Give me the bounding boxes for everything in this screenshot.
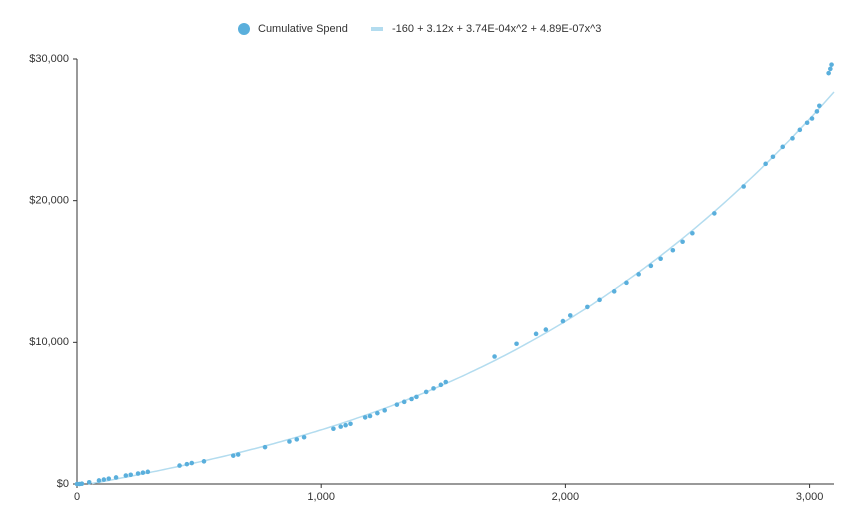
data-point [343,422,348,428]
data-point [670,247,676,253]
legend-marker [238,23,250,35]
data-point [230,453,236,458]
data-point [123,473,129,478]
trendline [91,91,835,485]
data-point [780,144,786,150]
data-point [514,341,519,347]
data-point [362,415,368,420]
data-point [680,239,685,245]
data-point [438,382,444,388]
data-point [394,402,400,407]
data-point [826,70,831,76]
x-tick-label: 1,000 [307,491,335,503]
data-point [177,463,182,468]
legend: Cumulative Spend -160 + 3.12x + 3.74E-04x… [238,23,601,35]
data-point [829,62,834,67]
x-tick-label: 3,000 [796,491,824,503]
y-tick-label: $0 [57,478,69,490]
legend-marker [371,27,383,31]
data-point [804,120,810,126]
data-point [287,439,292,444]
data-point [301,434,307,440]
data-point [113,475,119,480]
data-point [443,379,449,385]
data-point [79,481,85,487]
data-point [809,116,815,121]
data-point [184,461,190,467]
data-point [367,413,373,419]
data-point [543,327,549,332]
data-point [533,331,539,337]
data-point [770,154,776,160]
data-point [741,184,746,189]
data-point [585,304,590,310]
legend-label: Cumulative Spend [258,23,348,35]
data-point [201,459,207,464]
data-point [262,444,268,450]
data-point [382,408,387,413]
data-point [597,297,602,303]
y-tick-label: $10,000 [29,336,69,348]
x-tick-label: 0 [74,491,80,503]
data-point [423,389,429,395]
data-point [611,289,617,294]
data-point [624,280,629,286]
data-point [128,472,134,478]
data-point [560,318,566,324]
data-point [348,421,353,427]
legend-label: -160 + 3.12x + 3.74E-04x^2 + 4.89E-07x^3 [392,23,601,35]
data-point [817,103,822,109]
data-point [96,478,102,483]
data-point [101,477,107,482]
data-point [648,263,654,269]
y-tick-label: $30,000 [29,53,69,65]
data-point [414,394,419,400]
data-point [331,426,336,432]
data-point [375,410,380,416]
x-tick-label: 2,000 [552,491,580,503]
data-point [712,211,717,216]
data-point [567,313,573,318]
data-point [338,424,344,429]
data-point [690,230,695,236]
data-point [145,469,151,475]
data-point [189,460,195,466]
data-point [86,480,92,485]
data-point [135,471,141,476]
data-point [431,386,436,391]
data-point [797,127,803,133]
data-point [235,452,241,457]
data-point [790,136,795,141]
data-point [814,109,820,114]
data-point [409,396,414,402]
data-point [636,272,641,277]
data-point [140,470,146,475]
data-point [401,399,407,405]
y-tick-label: $20,000 [29,195,69,207]
data-point [106,476,112,481]
data-point [828,66,833,72]
data-point [492,354,497,359]
data-point [658,256,663,262]
data-point [294,437,300,442]
data-point [763,161,768,167]
